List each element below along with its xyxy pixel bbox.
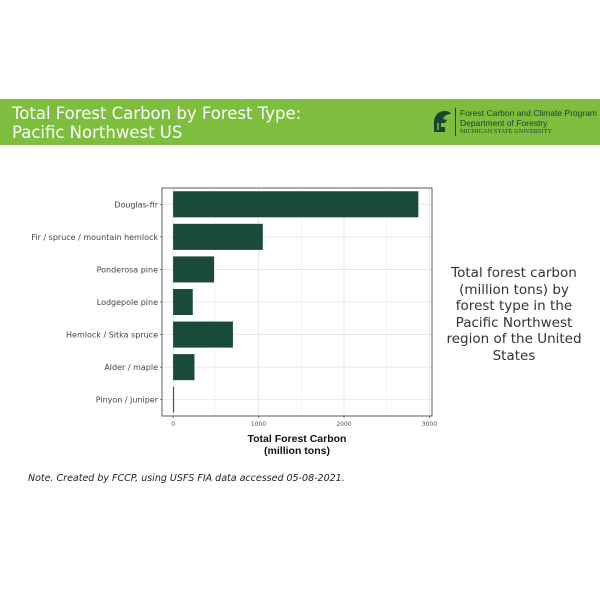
bar-2 — [173, 256, 215, 283]
bar-4 — [173, 321, 233, 348]
bar-1 — [173, 223, 263, 250]
spartan-helmet-icon — [434, 111, 451, 132]
logo-department-name: Department of Forestry — [460, 117, 548, 128]
bar-5 — [173, 354, 195, 381]
bar-6 — [173, 386, 175, 413]
y-tick-label: Douglas-fir — [114, 200, 158, 209]
logo-program-name: Forest Carbon and Climate Program — [460, 108, 598, 118]
y-tick-label: Lodgepole pine — [97, 298, 158, 307]
logo-text: Forest Carbon and Climate Program Depart… — [460, 108, 598, 138]
x-axis-title-line2: (million tons) — [264, 445, 330, 457]
y-tick-label: Pinyon / juniper — [96, 396, 159, 405]
logo-divider — [455, 108, 456, 136]
logo-university-name: MICHIGAN STATE UNIVERSITY — [460, 129, 553, 135]
bar-chart: Douglas-fir Fir / spruce / mountain hemlo… — [31, 187, 437, 457]
x-tick-label: 1000 — [251, 421, 266, 428]
x-tick-label: 2000 — [336, 421, 351, 428]
x-tick-label: 0 — [171, 421, 175, 428]
plot-border — [161, 187, 433, 417]
page-title-line2: Pacific Northwest US — [12, 123, 183, 142]
bar-0 — [173, 191, 419, 218]
page-title-line1: Total Forest Carbon by Forest Type: — [12, 104, 302, 123]
y-tick-label: Alder / maple — [104, 363, 158, 372]
title-banner: Total Forest Carbon by Forest Type: Paci… — [0, 99, 600, 145]
source-note: Note. Created by FCCP, using USFS FIA da… — [28, 473, 345, 484]
y-tick-label: Ponderosa pine — [97, 265, 158, 274]
page-title: Total Forest Carbon by Forest Type: Paci… — [12, 104, 301, 142]
chart-description: Total forest carbon (million tons) by fo… — [446, 265, 582, 364]
bar-3 — [173, 288, 193, 316]
x-tick-label: 3000 — [422, 421, 437, 428]
y-tick-label: Fir / spruce / mountain hemlock — [31, 233, 158, 242]
y-tick-label: Hemlock / Sitka spruce — [66, 331, 158, 340]
x-axis-title-line1: Total Forest Carbon — [248, 433, 347, 445]
